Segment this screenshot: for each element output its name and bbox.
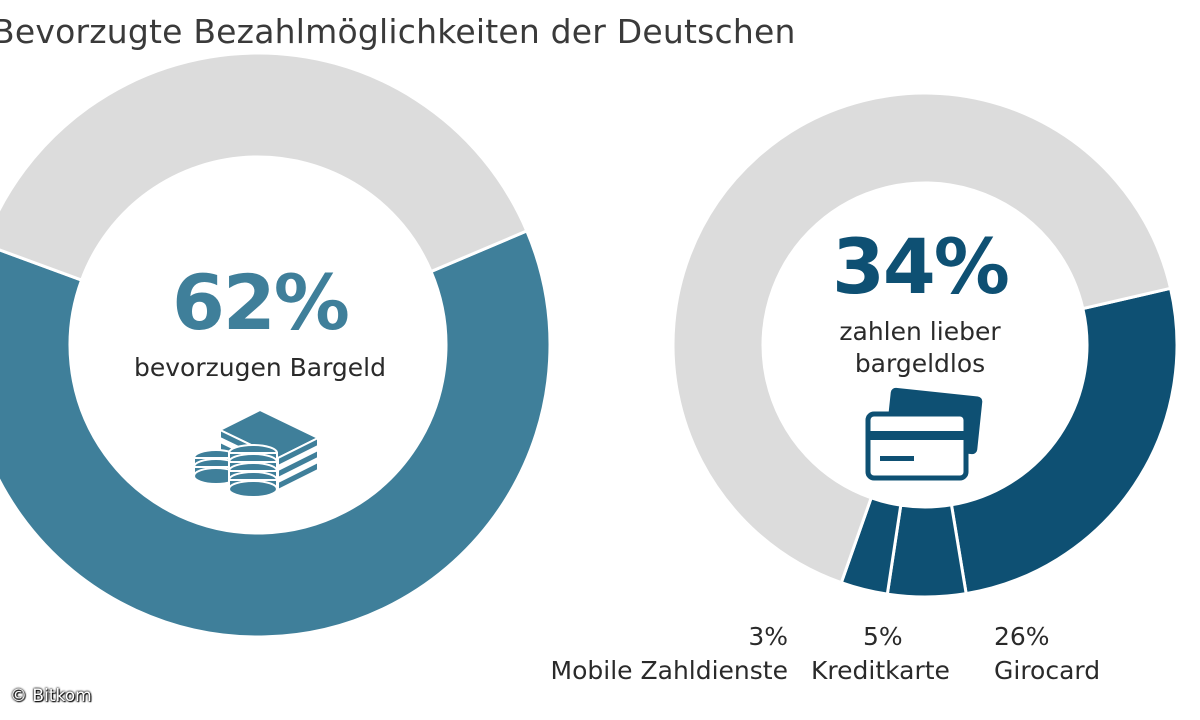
chart-title: Bevorzugte Bezahlmöglichkeiten der Deuts… — [0, 12, 796, 51]
segment-label-kreditkarte: 5% Kreditkarte — [811, 620, 950, 688]
donut-left — [0, 51, 552, 639]
donut-right — [671, 91, 1179, 599]
cash-percent: 62% — [172, 258, 350, 347]
segment-name-mobile: Mobile Zahldienste — [550, 656, 788, 685]
credit-cards-icon — [865, 387, 983, 481]
segment-label-girocard: 26% Girocard — [994, 620, 1100, 688]
segment-percent-kreditkarte: 5% — [863, 622, 903, 651]
cashless-percent: 34% — [832, 222, 1010, 311]
slice-girocard — [949, 286, 1179, 596]
cash-caption: bevorzugen Bargeld — [133, 353, 386, 382]
money-stacks-coins-icon — [193, 408, 321, 498]
cashless-caption: zahlen lieber bargeldlos — [780, 316, 1060, 380]
copyright-notice: © Bitkom — [10, 686, 92, 706]
slice-left-remainder — [0, 51, 529, 283]
segment-percent-mobile: 3% — [748, 622, 788, 651]
segment-name-girocard: Girocard — [994, 656, 1101, 685]
cashless-caption-line2: bargeldlos — [854, 349, 986, 378]
slice-bargeld — [0, 228, 552, 639]
slice-right-remainder — [671, 91, 1173, 585]
segment-name-kreditkarte: Kreditkarte — [811, 656, 950, 685]
segment-label-mobile: 3% Mobile Zahldienste — [551, 620, 788, 688]
segment-percent-girocard: 26% — [994, 622, 1050, 651]
cashless-caption-line1: zahlen lieber — [839, 317, 1001, 346]
